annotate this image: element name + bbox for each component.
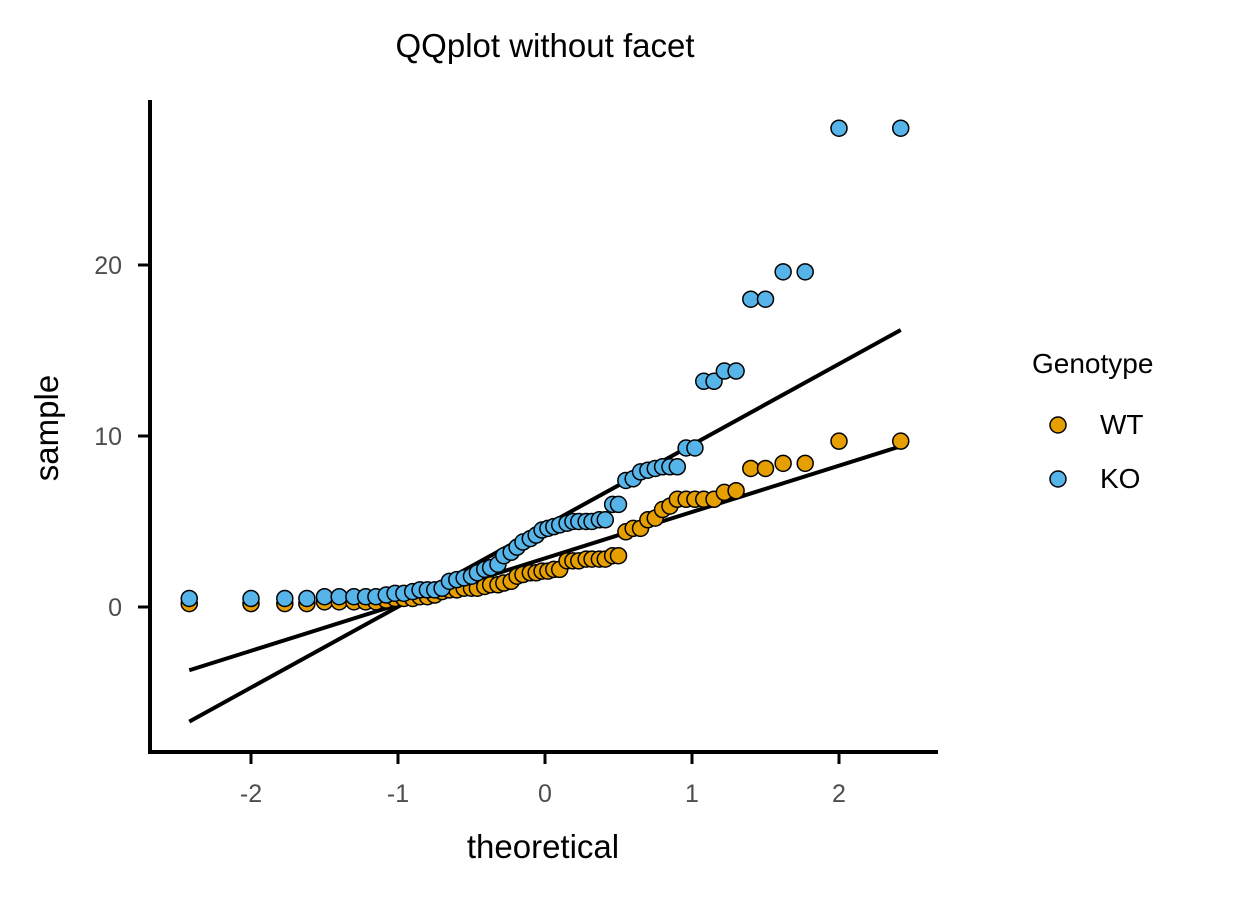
x-tick-label: -2 <box>240 780 262 808</box>
plot-area <box>180 119 910 724</box>
point-wt-59 <box>756 459 775 478</box>
point-ko-59 <box>756 290 775 308</box>
x-tick-label: 1 <box>685 780 699 808</box>
legend-key-ko <box>1049 470 1067 488</box>
y-tick-label: 10 <box>94 423 122 451</box>
point-wt-61 <box>796 454 814 473</box>
legend-title: Genotype <box>1032 348 1153 379</box>
point-ko-51 <box>668 458 687 476</box>
point-ko-55 <box>705 372 723 391</box>
point-ko-58 <box>742 290 760 308</box>
point-ko-5 <box>330 587 348 606</box>
x-tick-label: -1 <box>387 780 409 808</box>
y-axis-title: sample <box>28 375 65 481</box>
x-axis-ticks: -2 -1 0 1 2 <box>240 752 846 808</box>
point-wt-62 <box>830 432 848 450</box>
point-wt-58 <box>742 459 760 478</box>
point-ko-57 <box>727 362 745 380</box>
point-ko-2 <box>276 589 294 608</box>
point-ko-1 <box>242 589 260 608</box>
chart-title: QQplot without facet <box>396 27 695 64</box>
point-wt-43 <box>609 546 628 565</box>
point-wt-57 <box>727 481 745 500</box>
point-ko-53 <box>686 439 704 457</box>
legend-item-wt: WT <box>1049 409 1144 440</box>
y-tick-label: 0 <box>108 594 122 622</box>
y-axis-ticks: 0 10 20 <box>94 252 150 622</box>
point-ko-43 <box>609 495 628 514</box>
legend-label-ko: KO <box>1100 463 1140 494</box>
qq-line-wt <box>188 444 902 673</box>
y-tick-label: 20 <box>94 252 122 280</box>
point-ko-41 <box>596 511 615 529</box>
legend-label-wt: WT <box>1100 409 1144 440</box>
point-ko-0 <box>180 589 199 608</box>
point-ko-62 <box>830 119 848 137</box>
x-axis-title: theoretical <box>467 828 619 865</box>
point-ko-3 <box>298 589 316 608</box>
x-tick-label: 2 <box>832 780 846 808</box>
point-ko-63 <box>891 119 910 137</box>
x-tick-label: 0 <box>538 780 552 808</box>
point-ko-61 <box>796 263 814 281</box>
point-wt-60 <box>774 454 792 473</box>
point-wt-63 <box>891 432 910 450</box>
legend-item-ko: KO <box>1049 463 1140 494</box>
point-ko-60 <box>774 263 792 281</box>
point-ko-4 <box>315 587 334 606</box>
legend-key-wt <box>1049 416 1067 434</box>
legend: Genotype WT KO <box>1032 348 1153 494</box>
